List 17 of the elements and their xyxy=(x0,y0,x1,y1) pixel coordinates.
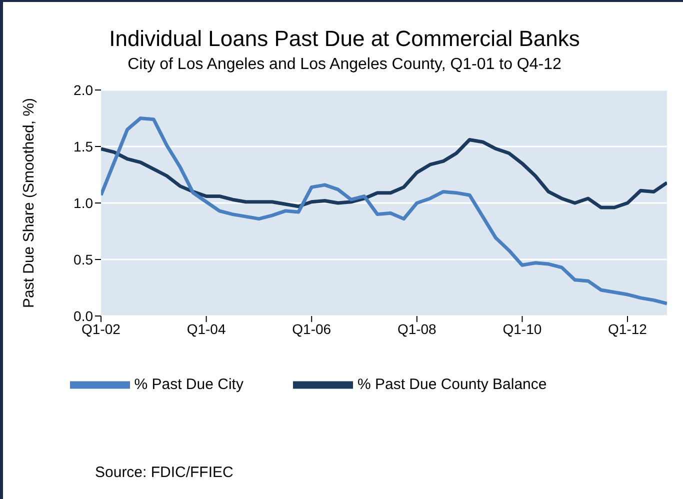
legend-label: % Past Due County Balance xyxy=(357,376,547,393)
x-tick-label: Q1-08 xyxy=(397,320,437,337)
x-tick-label: Q1-06 xyxy=(292,320,332,337)
x-tick-label: Q1-12 xyxy=(608,320,648,337)
legend-label: % Past Due City xyxy=(134,376,244,393)
line-series xyxy=(101,116,667,306)
y-tick-label: 0.5 xyxy=(74,251,94,268)
source-note: Source: FDIC/FFIEC xyxy=(95,464,234,481)
chart-subtitle: City of Los Angeles and Los Angeles County, Q1-01 to Q4-12 xyxy=(126,56,562,74)
line-series xyxy=(101,138,667,210)
x-tick-label: Q1-04 xyxy=(186,320,226,337)
y-tick-label: 1.5 xyxy=(74,138,94,154)
chart-title: Individual Loans Past Due at Commercial Banks xyxy=(108,26,581,52)
y-tick-label: 2.0 xyxy=(74,82,94,98)
y-axis-title: Past Due Share (Smoothed, %) xyxy=(20,98,38,308)
x-tick-label: Q1-10 xyxy=(502,320,542,337)
y-tick-label: 1.0 xyxy=(74,194,94,211)
